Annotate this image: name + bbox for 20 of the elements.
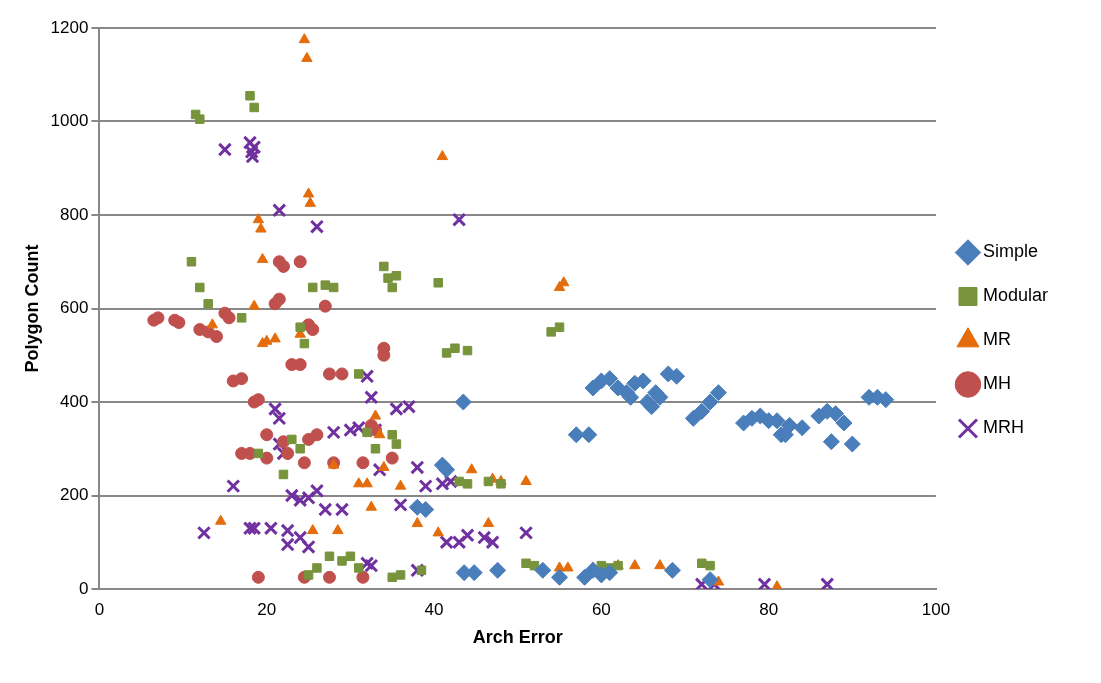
legend-label: MR xyxy=(982,329,1011,350)
x-tick-label: 60 xyxy=(591,599,611,619)
x-axis-title: Arch Error xyxy=(472,627,563,648)
x-tick-label: 100 xyxy=(921,599,951,619)
y-axis-title: Polygon Count xyxy=(21,244,42,373)
x-tick-label: 80 xyxy=(759,599,779,619)
y-tick-label: 800 xyxy=(60,204,89,224)
x-tick-label: 0 xyxy=(94,599,105,619)
y-tick-label: 0 xyxy=(78,578,89,598)
y-tick-label: 600 xyxy=(60,298,89,318)
legend-label: MH xyxy=(982,373,1011,394)
y-tick-label: 1000 xyxy=(50,111,89,131)
y-tick-label: 1200 xyxy=(50,17,89,37)
legend-label: MRH xyxy=(982,417,1024,438)
x-tick-label: 40 xyxy=(424,599,444,619)
y-tick-label: 400 xyxy=(60,391,89,411)
legend-label: Simple xyxy=(982,241,1038,262)
legend-label: Modular xyxy=(982,285,1049,306)
x-tick-label: 20 xyxy=(257,599,277,619)
y-tick-label: 200 xyxy=(60,485,89,505)
